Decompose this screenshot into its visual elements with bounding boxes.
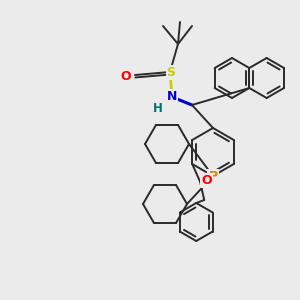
Text: N: N xyxy=(167,89,177,103)
Text: P: P xyxy=(208,169,217,182)
Text: H: H xyxy=(153,101,163,115)
Text: O: O xyxy=(201,173,211,187)
Text: O: O xyxy=(121,70,131,83)
Text: S: S xyxy=(167,65,176,79)
